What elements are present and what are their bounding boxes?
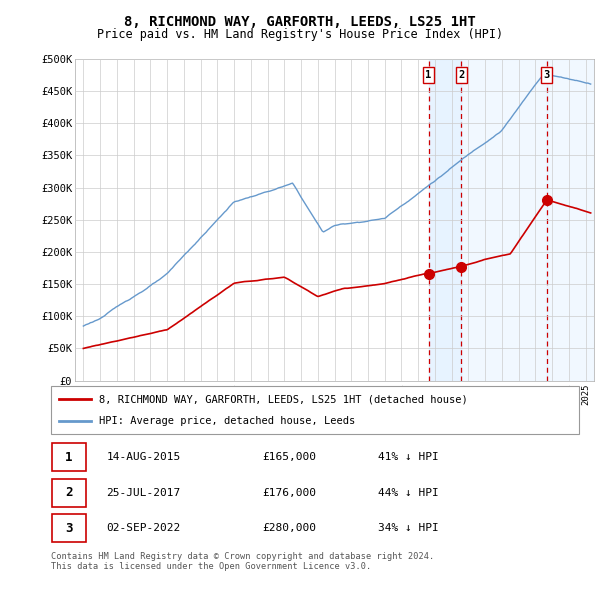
Text: HPI: Average price, detached house, Leeds: HPI: Average price, detached house, Leed… — [98, 416, 355, 426]
Bar — [547, 59, 594, 381]
Text: 1: 1 — [65, 451, 73, 464]
Text: 44% ↓ HPI: 44% ↓ HPI — [379, 488, 439, 497]
Bar — [52, 443, 86, 471]
Bar — [52, 478, 86, 507]
Text: 02-SEP-2022: 02-SEP-2022 — [106, 523, 181, 533]
Text: 2: 2 — [458, 70, 464, 80]
Text: 3: 3 — [544, 70, 550, 80]
Text: 25-JUL-2017: 25-JUL-2017 — [106, 488, 181, 497]
Bar — [52, 514, 86, 542]
Text: Contains HM Land Registry data © Crown copyright and database right 2024.
This d: Contains HM Land Registry data © Crown c… — [51, 552, 434, 571]
Text: 34% ↓ HPI: 34% ↓ HPI — [379, 523, 439, 533]
Text: £280,000: £280,000 — [262, 523, 316, 533]
Text: 41% ↓ HPI: 41% ↓ HPI — [379, 453, 439, 462]
Text: £165,000: £165,000 — [262, 453, 316, 462]
Text: 14-AUG-2015: 14-AUG-2015 — [106, 453, 181, 462]
Text: Price paid vs. HM Land Registry's House Price Index (HPI): Price paid vs. HM Land Registry's House … — [97, 28, 503, 41]
Text: 8, RICHMOND WAY, GARFORTH, LEEDS, LS25 1HT (detached house): 8, RICHMOND WAY, GARFORTH, LEEDS, LS25 1… — [98, 394, 467, 404]
Bar — [461, 59, 547, 381]
Text: 2: 2 — [65, 486, 73, 499]
Text: £176,000: £176,000 — [262, 488, 316, 497]
Bar — [428, 59, 461, 381]
Text: 1: 1 — [425, 70, 432, 80]
Text: 3: 3 — [65, 522, 73, 535]
Text: 8, RICHMOND WAY, GARFORTH, LEEDS, LS25 1HT: 8, RICHMOND WAY, GARFORTH, LEEDS, LS25 1… — [124, 15, 476, 29]
